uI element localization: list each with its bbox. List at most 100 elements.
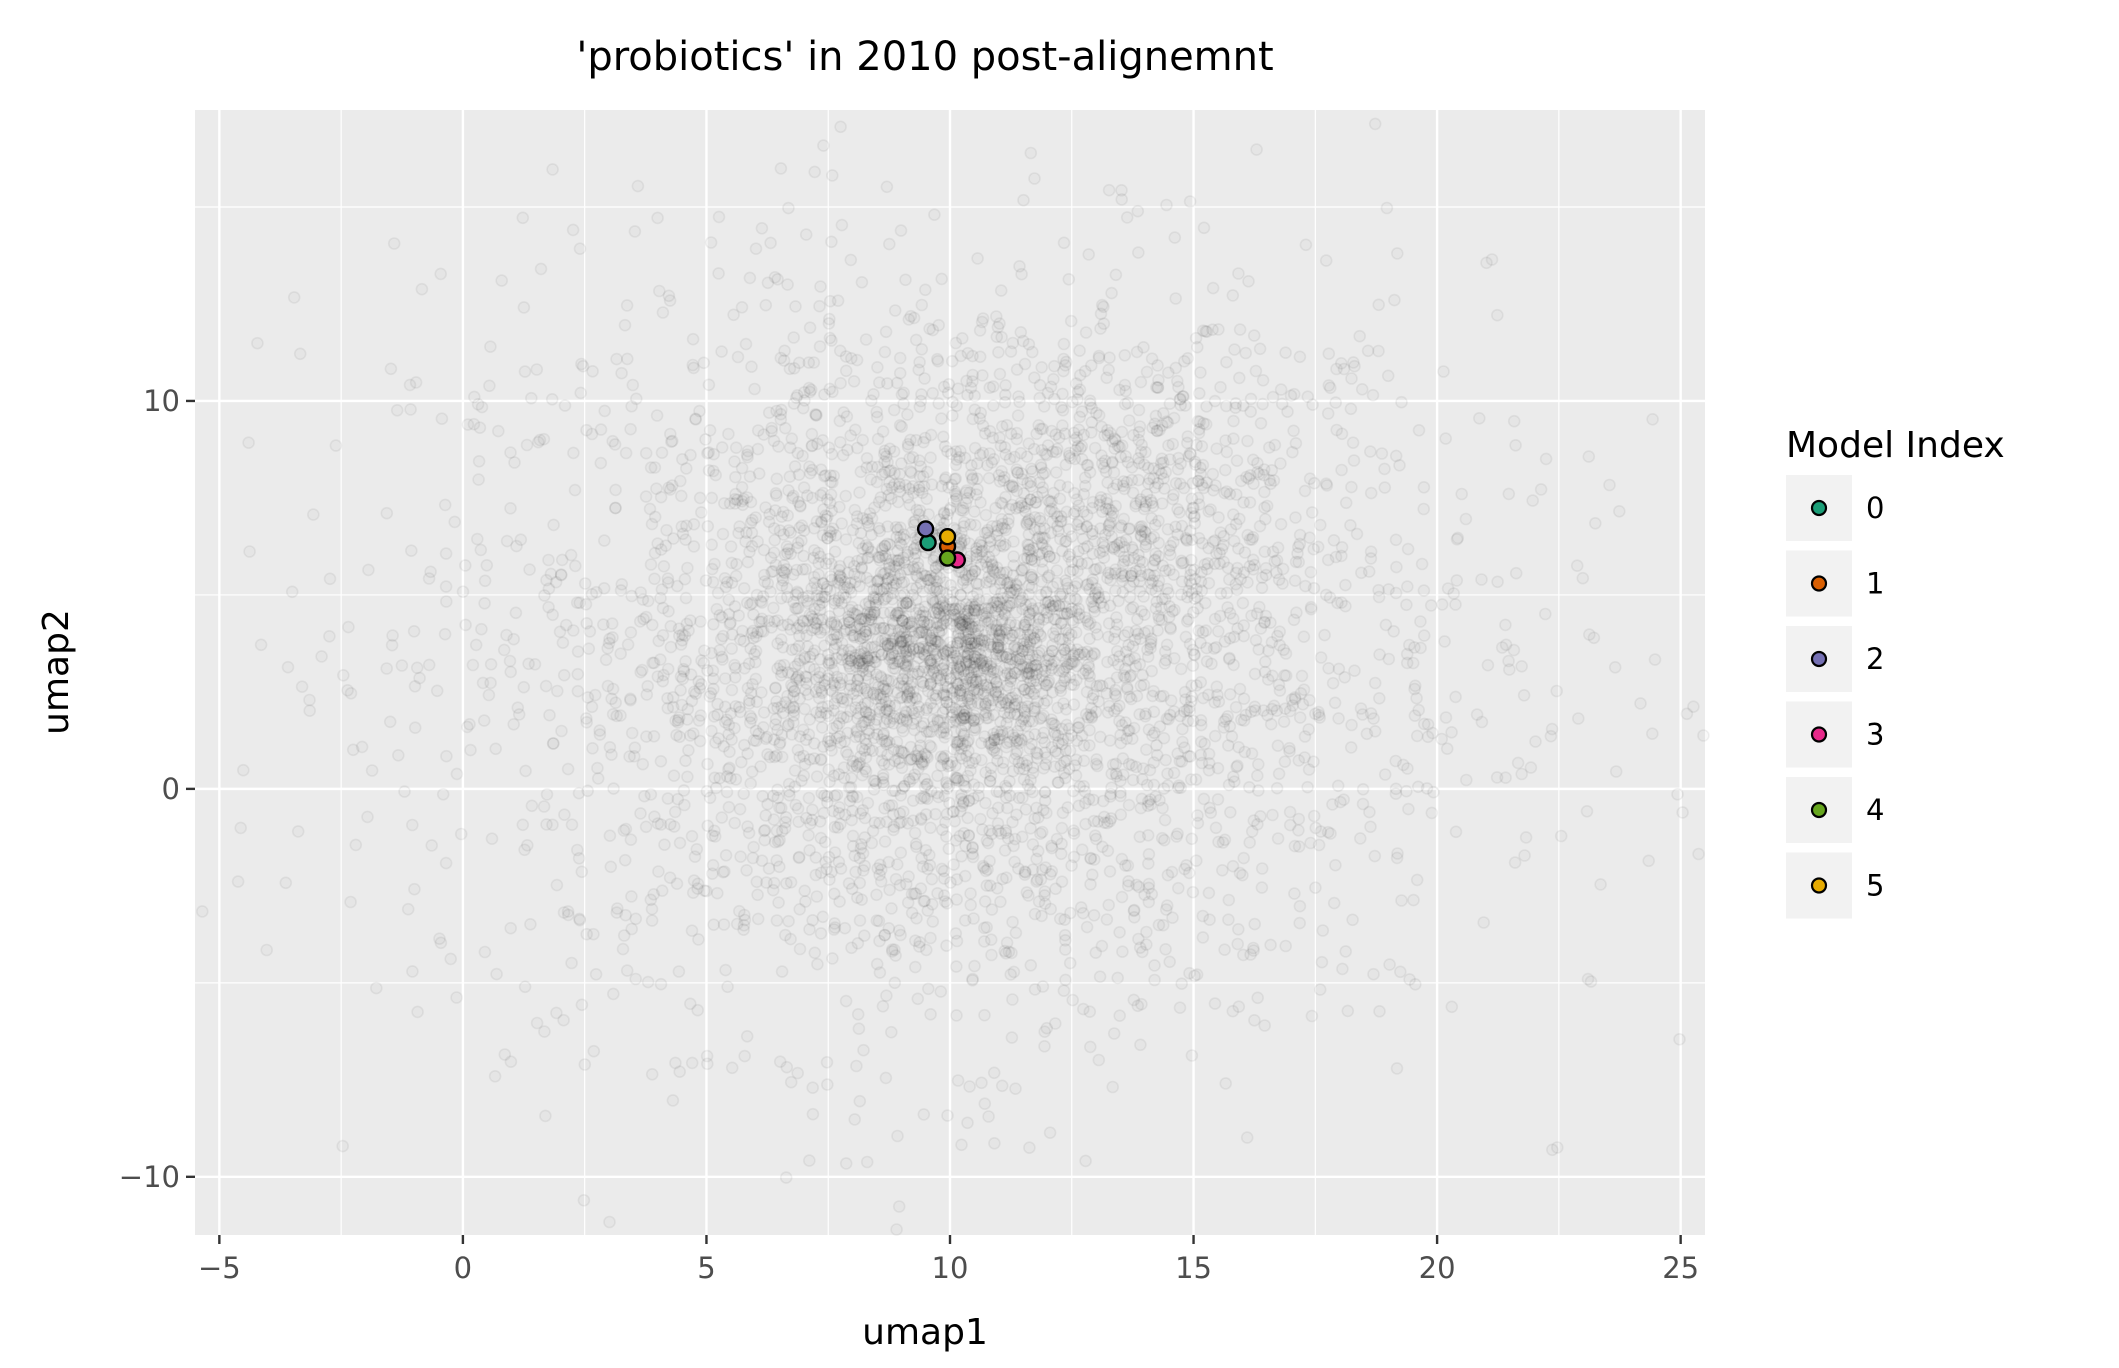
background-point: [976, 446, 990, 460]
background-point: [958, 739, 972, 752]
background-point: [1151, 381, 1164, 394]
background-point: [1447, 587, 1460, 600]
background-point: [1214, 526, 1227, 539]
background-point: [539, 1109, 552, 1123]
background-point: [1029, 701, 1042, 714]
background-point: [579, 597, 593, 611]
background-point: [1411, 780, 1425, 794]
background-point: [914, 882, 928, 895]
background-point: [1246, 530, 1260, 544]
background-point: [1646, 412, 1659, 426]
background-point: [1073, 344, 1086, 358]
background-point: [755, 686, 768, 699]
background-point: [609, 501, 622, 515]
background-point: [850, 790, 864, 804]
background-point: [708, 557, 721, 571]
background-point: [876, 425, 890, 438]
background-point: [1025, 660, 1038, 674]
background-point: [802, 381, 816, 395]
background-point: [686, 886, 700, 900]
background-point: [654, 977, 668, 991]
background-point: [1084, 676, 1097, 690]
background-point: [1148, 481, 1162, 494]
background-point: [1477, 916, 1490, 929]
background-point: [764, 585, 777, 599]
background-point: [1545, 722, 1559, 736]
background-point: [993, 728, 1007, 742]
background-point: [1375, 447, 1389, 460]
background-point: [737, 908, 751, 922]
background-point: [1354, 702, 1368, 715]
background-point: [1190, 968, 1204, 981]
background-point: [1435, 598, 1449, 611]
background-point: [1210, 546, 1223, 560]
background-point: [1119, 449, 1132, 463]
background-point: [654, 754, 668, 768]
background-point: [1499, 771, 1512, 785]
background-point: [1169, 361, 1183, 375]
background-point: [673, 730, 686, 744]
background-point: [522, 657, 535, 671]
background-point: [814, 550, 827, 564]
background-point: [989, 310, 1003, 323]
background-point: [964, 711, 978, 725]
background-point: [1421, 730, 1435, 744]
background-point: [920, 792, 934, 806]
background-point: [1055, 722, 1069, 736]
background-point: [888, 304, 902, 317]
background-point: [1415, 557, 1429, 571]
background-point: [1304, 836, 1317, 850]
background-point: [1070, 576, 1084, 590]
background-point: [1228, 775, 1241, 789]
background-point: [463, 717, 476, 731]
background-point: [1060, 718, 1073, 732]
background-point: [914, 394, 928, 408]
background-point: [1101, 476, 1114, 490]
background-point: [1687, 700, 1700, 714]
background-point: [1455, 487, 1468, 501]
background-point: [1301, 390, 1315, 404]
background-point: [810, 408, 823, 422]
background-point: [950, 771, 963, 785]
background-point: [936, 752, 950, 766]
background-point: [1018, 710, 1032, 724]
background-point: [977, 921, 991, 935]
background-point: [603, 740, 617, 754]
background-point: [1162, 610, 1176, 624]
background-point: [789, 798, 803, 812]
background-point: [1206, 467, 1220, 481]
background-point: [768, 750, 782, 764]
background-point: [1186, 659, 1200, 673]
background-point: [1119, 716, 1132, 729]
background-point: [806, 1107, 820, 1121]
background-point: [1084, 708, 1097, 722]
background-point: [1097, 317, 1111, 331]
background-point: [1143, 763, 1157, 777]
background-point: [1278, 702, 1292, 716]
background-point: [921, 904, 935, 917]
background-point: [740, 526, 753, 540]
background-point: [774, 351, 788, 365]
background-point: [1390, 1062, 1404, 1075]
background-point: [1045, 713, 1058, 726]
background-point: [655, 583, 669, 596]
background-point: [992, 345, 1005, 359]
background-point: [814, 280, 827, 293]
background-point: [1008, 450, 1021, 464]
background-point: [1294, 686, 1308, 700]
background-point: [793, 499, 807, 512]
background-point: [1138, 888, 1151, 902]
background-point: [965, 459, 978, 472]
background-point: [915, 388, 928, 401]
background-point: [985, 572, 999, 585]
background-point: [895, 457, 908, 470]
background-point: [435, 412, 449, 426]
background-point: [619, 822, 633, 836]
background-point: [754, 760, 767, 773]
background-point: [1067, 827, 1081, 840]
background-point: [1287, 424, 1300, 438]
background-point: [1217, 715, 1231, 728]
background-point: [665, 479, 679, 492]
background-point: [982, 1110, 995, 1123]
background-point: [815, 684, 828, 698]
